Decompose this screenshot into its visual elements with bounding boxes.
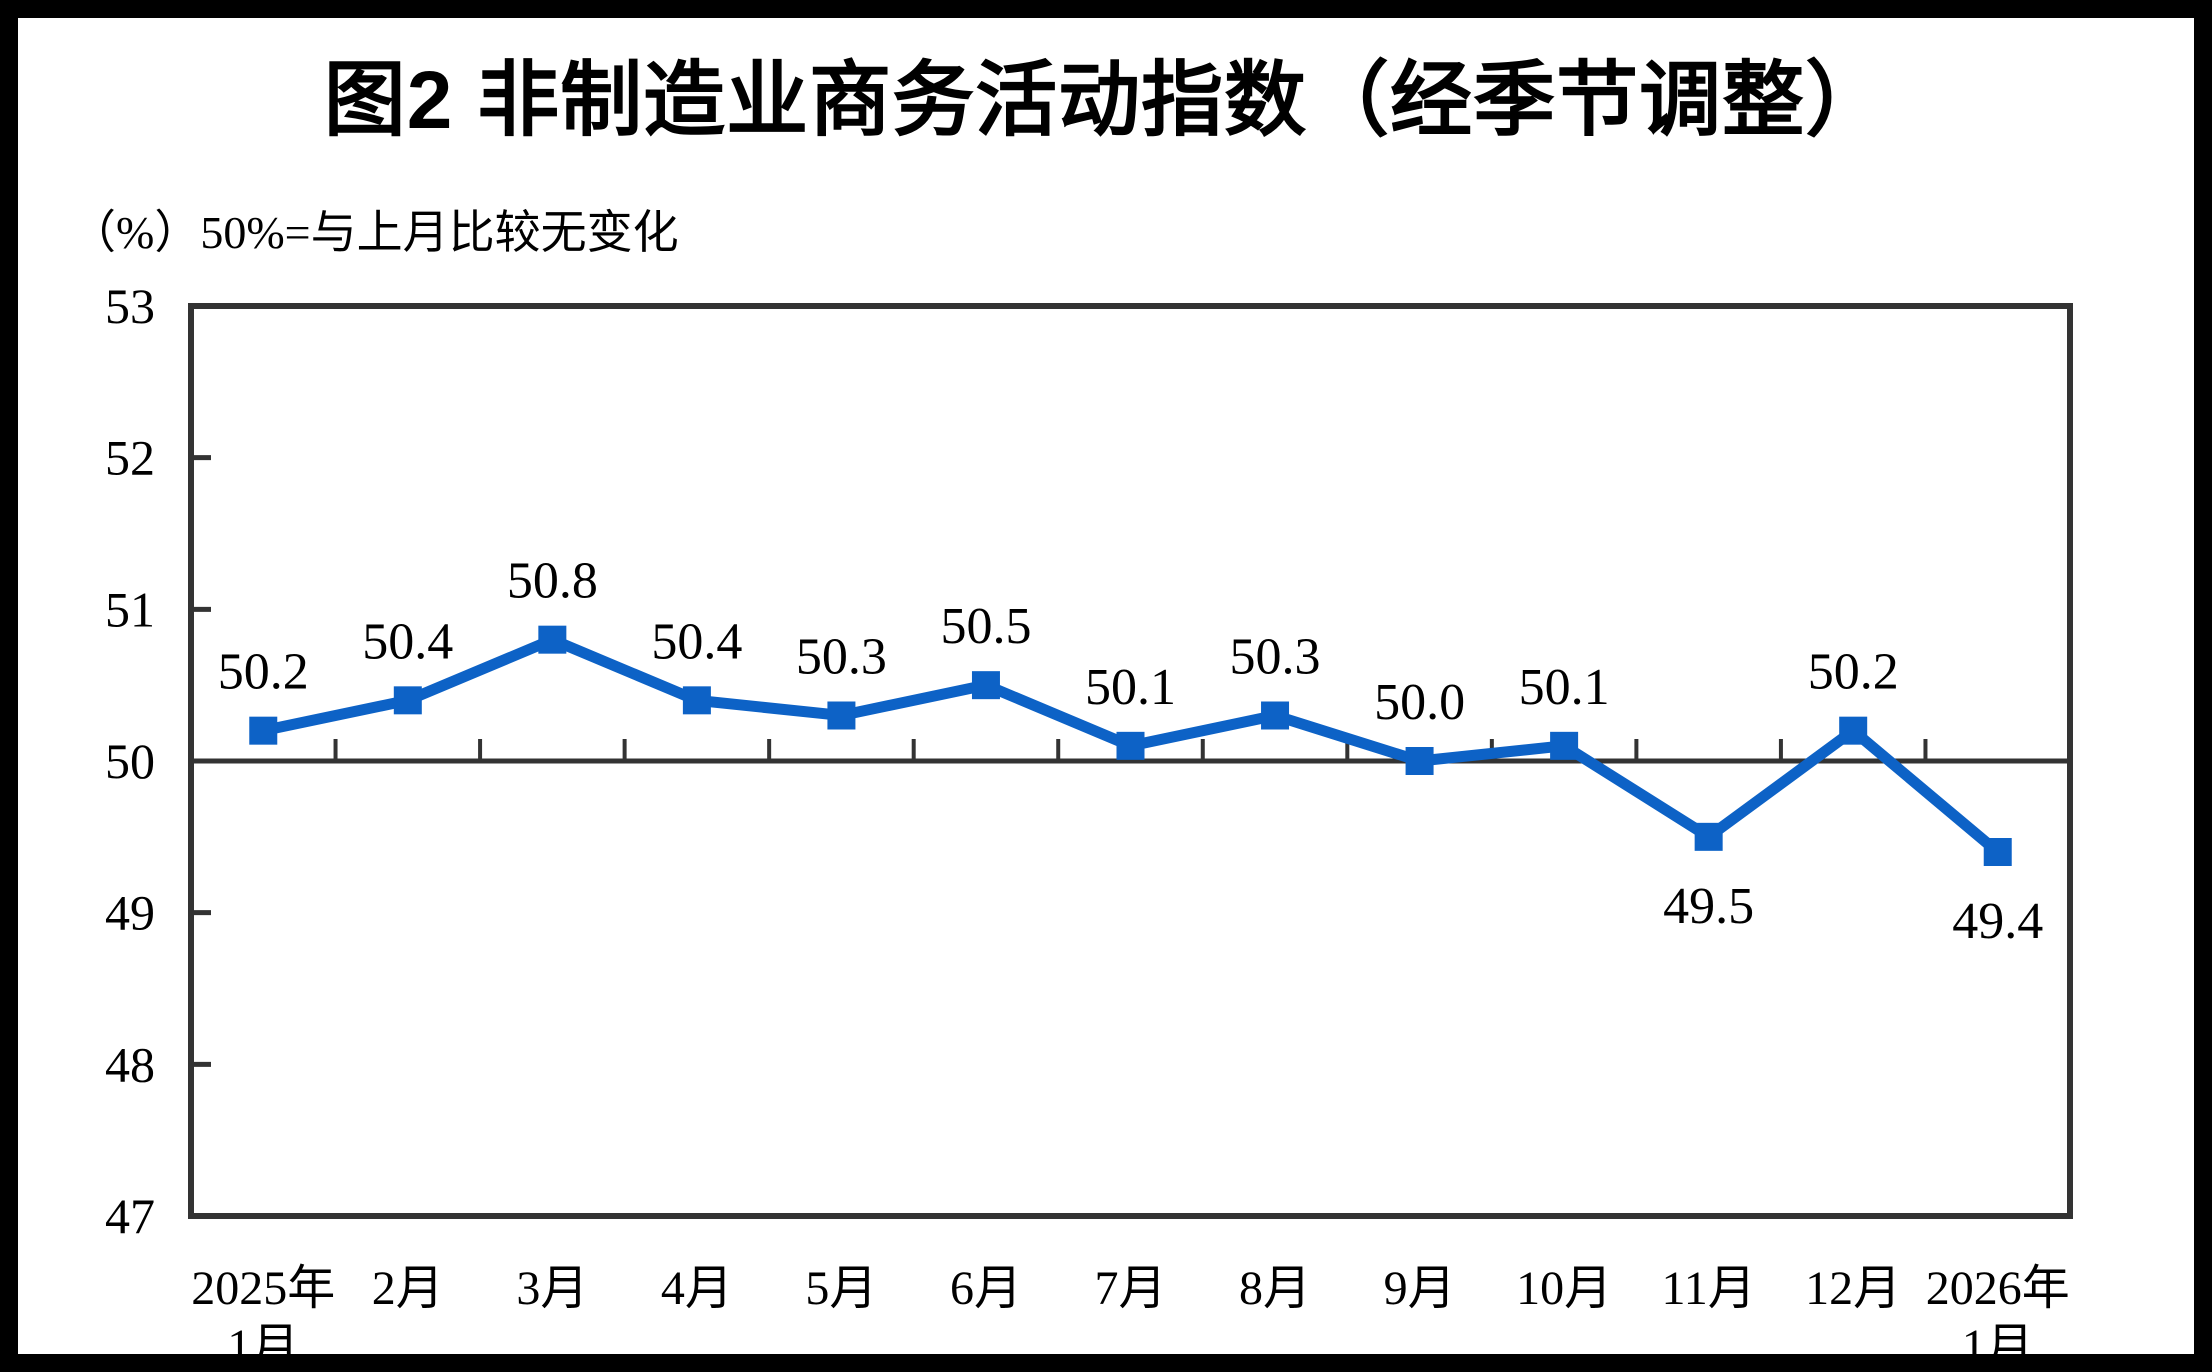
x-axis-label: 1月 [1962, 1320, 2034, 1372]
y-axis-label: 53 [105, 278, 155, 334]
x-axis-label: 4月 [661, 1262, 733, 1315]
data-point-marker [827, 701, 856, 730]
x-axis-label: 12月 [1805, 1262, 1901, 1315]
data-point-label: 50.5 [940, 598, 1031, 655]
x-axis-label: 9月 [1384, 1262, 1456, 1315]
y-axis-label: 52 [105, 430, 155, 486]
data-point-marker [1839, 716, 1868, 745]
y-axis-label: 51 [105, 581, 155, 637]
x-axis-label: 7月 [1094, 1262, 1166, 1315]
data-point-label: 50.8 [507, 553, 598, 610]
data-point-marker [1983, 838, 2012, 866]
x-axis-label: 10月 [1516, 1262, 1612, 1315]
data-point-label: 50.2 [1808, 644, 1899, 701]
figure-title: 图2 非制造业商务活动指数（经季节调整） [323, 55, 1889, 146]
y-axis-label: 47 [105, 1188, 155, 1244]
data-point-marker [682, 686, 711, 715]
data-point-label: 49.5 [1663, 878, 1754, 935]
data-point-marker [1261, 701, 1290, 730]
x-axis-label: 2月 [372, 1262, 444, 1315]
data-point-marker [393, 686, 422, 715]
data-point-label: 50.4 [651, 613, 742, 670]
x-axis-label: 8月 [1239, 1262, 1311, 1315]
data-point-label: 50.0 [1374, 674, 1465, 731]
data-point-marker [971, 671, 1000, 700]
y-axis-label: 50 [105, 733, 155, 789]
data-point-label: 50.3 [796, 629, 887, 686]
data-point-label: 50.3 [1230, 629, 1321, 686]
y-axis-label: 49 [105, 885, 155, 941]
data-point-label: 50.1 [1085, 659, 1176, 716]
data-point-marker [538, 625, 567, 654]
unit-note: （%）50%=与上月比较无变化 [70, 207, 679, 258]
x-axis-label: 2025年 [191, 1262, 335, 1315]
x-axis-label: 11月 [1662, 1262, 1756, 1315]
nonmanufacturing-pmi-line-chart: 53 52 51 50 49 48 47 50.2 50.4 50.8 50.4 50.3 50.5 50… [105, 278, 2073, 1372]
data-point-marker [1405, 747, 1434, 775]
x-axis-label: 1月 [227, 1320, 299, 1372]
data-point-marker [1694, 822, 1723, 851]
x-axis-label: 2026年 [1926, 1262, 2070, 1315]
x-axis-label: 5月 [805, 1262, 877, 1315]
x-axis-label: 6月 [950, 1262, 1022, 1315]
data-point-label: 50.4 [362, 613, 453, 670]
data-point-marker [249, 716, 278, 745]
data-point-label: 50.1 [1519, 659, 1610, 716]
data-point-marker [1116, 731, 1145, 760]
data-point-label: 49.4 [1952, 893, 2043, 950]
y-axis-label: 48 [105, 1036, 155, 1092]
x-axis-label: 3月 [516, 1262, 588, 1315]
data-point-marker [1550, 731, 1579, 760]
data-point-label: 50.2 [218, 644, 309, 701]
